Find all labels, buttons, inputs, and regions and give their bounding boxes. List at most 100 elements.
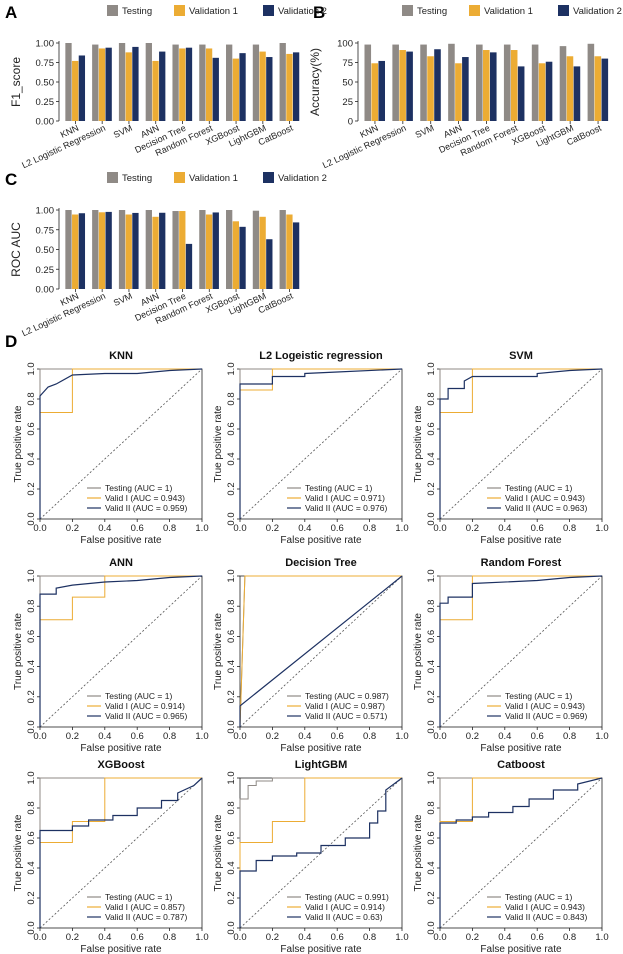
x-tick-label: 1.0 [395,932,408,943]
roc-curve-valid-ii [239,368,403,519]
chart-title: Catboost [497,759,545,771]
legend-label: Testing (AUC = 1) [505,892,572,902]
legend-swatch [107,172,118,183]
bar-validation-2 [406,51,413,121]
legend-label: Testing (AUC = 1) [505,483,572,493]
roc-curve-valid-ii [239,777,403,928]
y-tick-label: 0.6 [26,422,37,435]
bar-validation-1 [179,48,186,121]
y-tick-label: 0.4 [426,660,437,673]
x-tick-label: 0.0 [233,731,246,742]
x-tick-label: 0.2 [66,932,79,943]
bar-validation-2 [185,47,193,121]
y-tick-label: 0.2 [226,891,237,904]
y-tick-label: 1.0 [426,771,437,784]
chance-diagonal [39,777,203,929]
x-tick-label: 0.2 [66,523,79,534]
y-tick-label: 0.2 [26,891,37,904]
x-tick-label: 0.2 [466,932,479,943]
y-tick-label: 0.25 [36,97,55,108]
y-tick-label: 0.00 [36,285,55,296]
bar-validation-1 [98,48,106,121]
bar-validation-2 [266,239,273,289]
panel-label-d: D [5,332,17,351]
x-tick-label: 1.0 [195,932,208,943]
x-tick-label: 0.8 [563,731,576,742]
bar-validation-1 [399,50,406,121]
x-tick-label: SVM [414,123,436,140]
y-tick-label: 0.8 [226,392,237,405]
y-tick-label: 50 [342,78,353,89]
chart-title: SVM [509,350,533,362]
y-tick-label: 0.0 [226,921,237,934]
x-tick-label: 0.6 [331,932,344,943]
chance-diagonal [239,575,403,728]
bar-testing [172,211,179,289]
bar-validation-2 [292,52,300,121]
x-axis-label: False positive rate [480,535,562,546]
legend-label: Testing (AUC = 0.987) [305,691,389,701]
legend-label: Validation 2 [573,6,622,17]
bar-validation-1 [205,214,213,289]
y-tick-label: 0.2 [426,690,437,703]
x-tick-label: 0.6 [531,523,544,534]
bar-chart-c: Testing Validation 1 Validation 2 0.00 0.25 0… [9,172,327,338]
bar-validation-2 [132,212,139,289]
bar-validation-2 [434,49,441,121]
legend-label: Validation 2 [278,173,327,184]
legend-label: Valid II (AUC = 0.963) [505,503,587,513]
roc-curve-valid-i [239,777,402,928]
bar-validation-1 [455,63,462,121]
roc-chart: ANN 0.0 0.2 0.4 0.6 0.8 1.0 0.0 0.2 0.4 0.6 0.8 1.0 F… [13,557,209,754]
x-tick-label: 1.0 [595,731,608,742]
legend-label: Testing (AUC = 1) [105,892,172,902]
y-axis-label: True positive rate [213,613,224,690]
panel-label-b: B [313,3,325,22]
bar-testing [92,44,99,122]
x-axis-label: False positive rate [280,743,362,754]
legend-swatch [263,5,274,16]
bar-testing [279,43,286,121]
legend-swatch [402,5,413,16]
bar-validation-2 [573,66,581,121]
x-tick-label: 0.0 [433,932,446,943]
bar-validation-1 [566,56,574,122]
legend-label: Valid I (AUC = 0.914) [305,902,385,912]
y-tick-label: 0.50 [36,245,55,256]
roc-chart: Random Forest 0.0 0.2 0.4 0.6 0.8 1.0 0.0 0.2 0.4… [413,557,609,754]
y-tick-label: 0.4 [26,660,37,673]
chance-diagonal [439,777,603,929]
x-tick-label: 0.6 [131,731,144,742]
y-tick-label: 0.6 [226,422,237,435]
y-tick-label: 0.75 [36,225,55,236]
y-axis-label: True positive rate [413,814,424,891]
bar-validation-2 [212,212,219,289]
x-axis-label: False positive rate [80,535,162,546]
y-tick-label: 0.2 [226,482,237,495]
x-tick-label: 0.8 [363,731,376,742]
y-axis-label: Accuracy(%) [308,48,322,116]
y-tick-label: 0.6 [426,630,437,643]
bar-testing [199,44,206,122]
roc-chart: Catboost 0.0 0.2 0.4 0.6 0.8 1.0 0.0 0.2 0.4 0.6 0.… [413,759,609,954]
legend-label: Valid II (AUC = 0.571) [305,711,387,721]
y-axis-label: True positive rate [13,613,24,690]
y-tick-label: 0.8 [426,392,437,405]
chance-diagonal [239,368,403,520]
roc-curve-valid-ii [39,777,203,928]
bar-validation-1 [371,63,379,121]
x-tick-label: 0.6 [331,523,344,534]
y-tick-label: 0.2 [26,482,37,495]
legend-swatch [174,172,185,183]
legend-swatch [107,5,118,16]
legend-label: Valid II (AUC = 0.959) [105,503,187,513]
legend: Testing Validation 1 Validation 2 [402,5,622,17]
x-tick-label: 0.4 [98,932,111,943]
legend-swatch [469,5,480,16]
x-tick-label: 0.6 [131,523,144,534]
x-tick-label: 0.0 [433,523,446,534]
y-tick-label: 0.6 [226,630,237,643]
bar-validation-1 [205,48,213,121]
bar-validation-1 [259,216,266,289]
